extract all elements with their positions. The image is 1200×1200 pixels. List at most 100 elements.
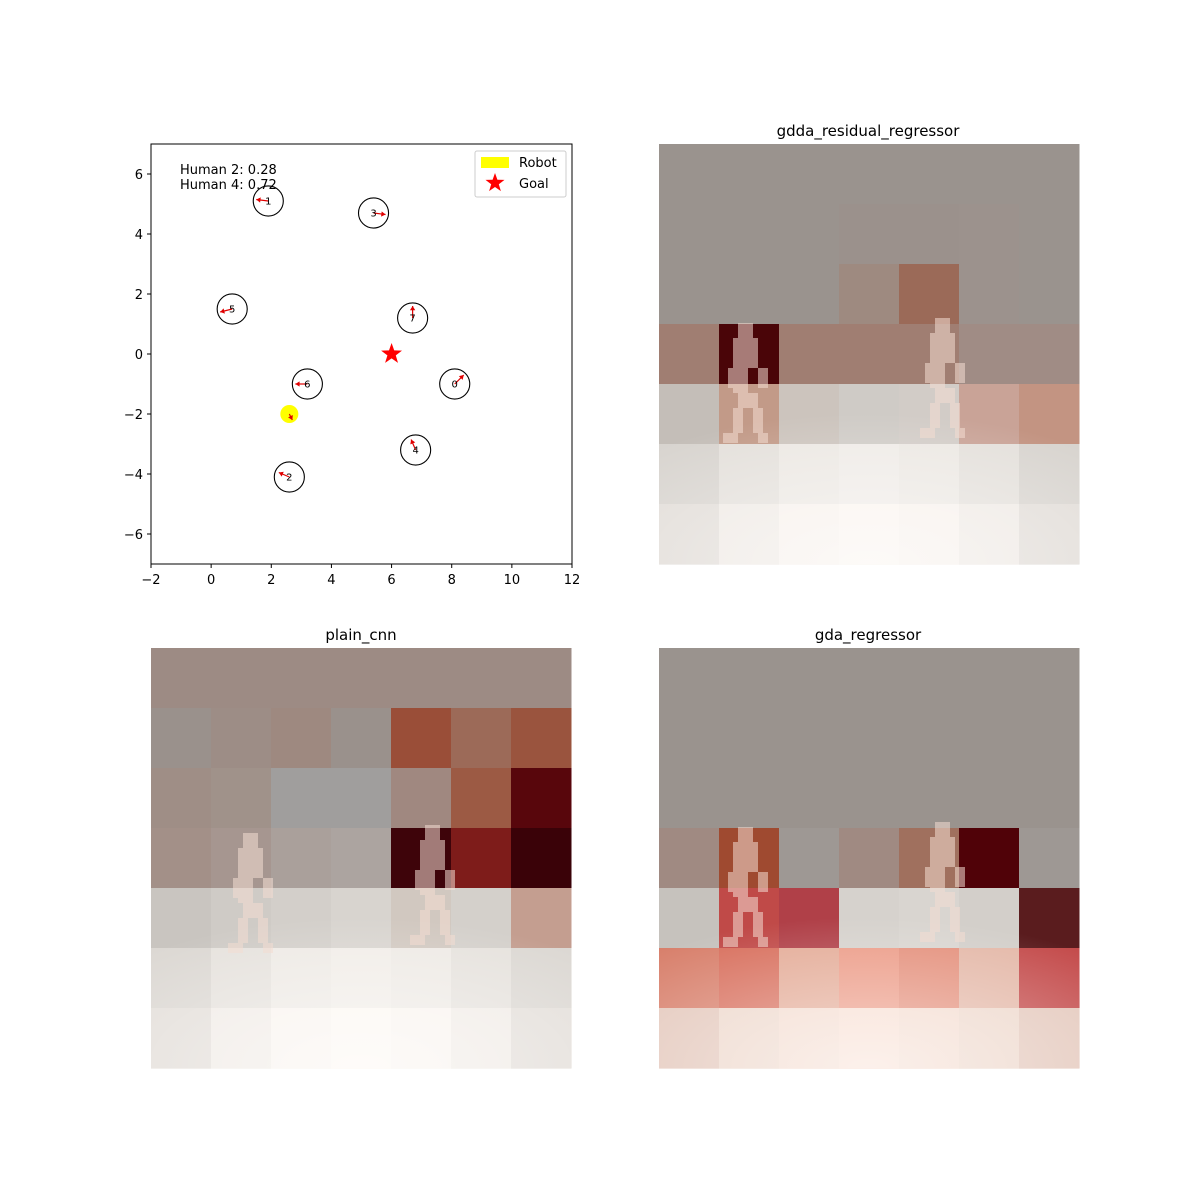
heatmap-cell — [719, 768, 780, 829]
heatmap-gda-regressor: gda_regressor — [659, 626, 1080, 1069]
heatmap-cell — [331, 648, 392, 709]
legend-goal-label: Goal — [519, 177, 549, 192]
human-6-marker — [291, 368, 323, 400]
heatmap-cell — [659, 204, 720, 265]
x-tick-label: 12 — [564, 573, 581, 588]
heatmap-cell — [271, 648, 332, 709]
heatmap-cell — [719, 204, 780, 265]
heatmap-cell — [779, 144, 840, 205]
x-tick-label: 2 — [267, 573, 275, 588]
heatmap-cell — [271, 708, 332, 769]
heatmap-cell — [899, 708, 960, 769]
heatmap-cell — [899, 264, 960, 325]
heatmap-cell — [659, 768, 720, 829]
heatmap-cell — [839, 204, 900, 265]
human-2-label: 2 — [286, 473, 292, 484]
legend-robot-label: Robot — [519, 156, 557, 171]
human-4-marker — [400, 434, 432, 466]
heatmap-cell — [511, 768, 572, 829]
heatmap-title-gdda-residual-regressor: gdda_residual_regressor — [777, 122, 961, 141]
heatmap-cell — [959, 648, 1020, 709]
y-tick-label: 4 — [135, 228, 143, 243]
heatmap-cell — [959, 828, 1020, 889]
annotation-human-2: Human 2: 0.28 — [180, 163, 277, 178]
heatmap-cell — [1019, 768, 1080, 829]
heatmap-cell — [779, 828, 840, 889]
heatmap-cell — [1019, 828, 1080, 889]
human-5-label: 5 — [229, 305, 235, 316]
heatmap-cell — [959, 144, 1020, 205]
heatmap-cell — [839, 324, 900, 385]
human-0-velocity-arrow — [454, 374, 465, 385]
heatmap-cell — [959, 708, 1020, 769]
legend: Robot Goal — [474, 150, 567, 198]
heatmap-cell — [779, 648, 840, 709]
heatmap-cell — [779, 768, 840, 829]
heatmap-plain-cnn: plain_cnn — [151, 626, 572, 1069]
heatmap-cell — [331, 828, 392, 889]
pedestrian-silhouette — [228, 833, 273, 953]
heatmap-cell — [391, 708, 452, 769]
x-tick-label: 6 — [387, 573, 395, 588]
heatmap-cells-gdda — [659, 144, 1080, 565]
heatmap-cell — [511, 708, 572, 769]
heatmap-cell — [511, 648, 572, 709]
human-1-marker — [252, 185, 284, 217]
x-tick-label: 8 — [448, 573, 456, 588]
y-tick-label: −2 — [124, 408, 143, 423]
heatmap-cell — [659, 264, 720, 325]
human-7-velocity-arrow — [409, 306, 416, 318]
heatmap-cell — [659, 708, 720, 769]
human-5-velocity-arrow — [220, 308, 233, 314]
pedestrian-silhouette — [723, 827, 768, 947]
human-0-label: 0 — [452, 380, 458, 391]
heatmap-cell — [451, 708, 512, 769]
x-tick-label: 0 — [207, 573, 215, 588]
heatmap-cell — [839, 648, 900, 709]
heatmap-cells-gda — [659, 648, 1080, 1069]
floor-glow-overlay — [151, 879, 571, 1068]
y-tick-label: 2 — [135, 288, 143, 303]
y-tick-label: −4 — [124, 468, 143, 483]
heatmap-cell — [211, 768, 272, 829]
heatmap-cell — [779, 204, 840, 265]
trajectory-marks: 0 1 2 3 4 5 6 7 — [216, 185, 471, 493]
heatmap-cell — [899, 648, 960, 709]
heatmap-cell — [839, 768, 900, 829]
human-5-marker — [216, 293, 248, 325]
heatmap-gdda-residual-regressor: gdda_residual_regressor — [659, 122, 1080, 565]
heatmap-cell — [151, 648, 212, 709]
x-tick-label: 4 — [327, 573, 335, 588]
heatmap-cells-plain-cnn — [151, 648, 572, 1069]
pedestrian-silhouette — [410, 825, 455, 945]
legend-goal-marker — [485, 173, 505, 192]
heatmap-cell — [151, 828, 212, 889]
heatmap-cell — [211, 648, 272, 709]
human-1-label: 1 — [265, 197, 271, 208]
heatmap-cell — [659, 648, 720, 709]
heatmap-cell — [899, 144, 960, 205]
pedestrian-silhouette — [723, 323, 768, 443]
human-7-marker — [397, 302, 429, 334]
heatmap-cell — [959, 204, 1020, 265]
human-1-velocity-arrow — [256, 197, 269, 203]
heatmap-cell — [779, 264, 840, 325]
heatmap-cell — [451, 648, 512, 709]
pedestrian-silhouette — [920, 822, 965, 942]
heatmap-cell — [719, 264, 780, 325]
heatmap-cell — [659, 324, 720, 385]
heatmap-cell — [899, 768, 960, 829]
y-tick-label: 6 — [135, 168, 143, 183]
robot-heading-arrow — [288, 413, 293, 421]
x-tick-label: 10 — [504, 573, 521, 588]
heatmap-cell — [839, 264, 900, 325]
heatmap-cell — [331, 768, 392, 829]
heatmap-cell — [511, 828, 572, 889]
floor-glow-overlay — [659, 879, 1079, 1068]
human-2-velocity-arrow — [278, 471, 290, 478]
pedestrian-silhouette — [920, 318, 965, 438]
heatmap-cell — [779, 708, 840, 769]
